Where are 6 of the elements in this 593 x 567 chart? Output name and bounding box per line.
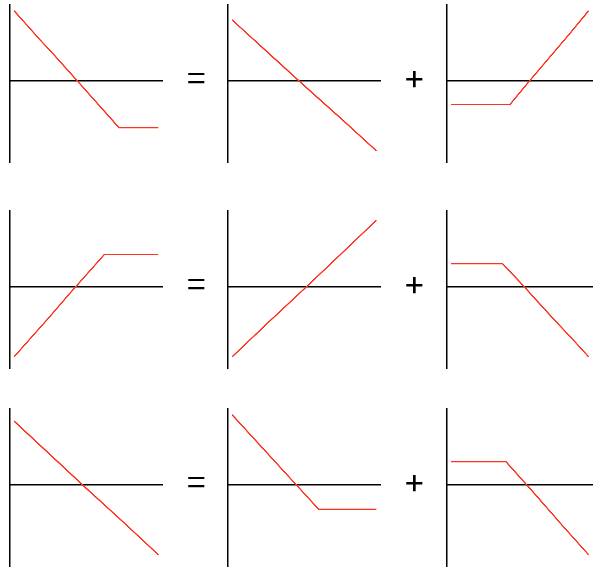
text: +: [406, 476, 423, 492]
text: +: [406, 72, 423, 88]
text: =: [188, 278, 205, 290]
text: =: [188, 72, 205, 84]
text: =: [188, 476, 205, 488]
text: +: [406, 278, 423, 294]
